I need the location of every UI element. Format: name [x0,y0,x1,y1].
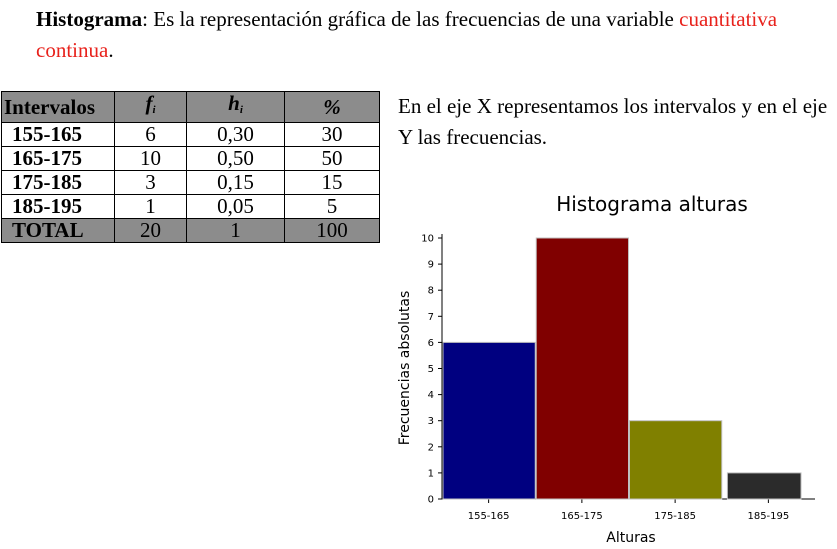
table-row: 175-185 3 0,15 15 [1,170,380,195]
y-tick-label: 9 [428,260,434,271]
histogram-bar [535,237,629,500]
table-row: 185-195 1 0,05 5 [1,194,380,219]
histogram-bar [726,472,802,500]
histogram-bar [629,420,723,500]
cell-hi: 0,05 [186,194,285,219]
cell-percent: 50 [284,146,380,171]
y-tick-label: 5 [428,364,434,375]
x-tick-label: 155-165 [468,511,510,522]
y-tick-label: 8 [428,286,434,297]
frequency-table: Intervalos fi hi % 155-165 6 0,30 30 165… [1,91,380,243]
cell-interval: 155-165 [1,122,115,147]
axis-explanation: En el eje X representamos los intervalos… [398,94,828,149]
cell-hi: 0,30 [186,122,285,147]
intro-highlight: cuantitativa continua [36,7,778,62]
chart-title: Histograma alturas [556,192,748,216]
total-fi: 20 [114,218,187,243]
table-total-row: TOTAL 20 1 100 [1,218,380,243]
cell-interval: 165-175 [1,146,115,171]
y-tick-label: 1 [428,468,434,479]
intro-term: Histograma [36,7,143,31]
cell-interval: 185-195 [1,194,115,219]
intro-paragraph: Histograma: Es la representación gráfica… [36,4,826,66]
x-tick-label: 165-175 [561,511,603,522]
intro-end: . [108,38,114,62]
table-row: 155-165 6 0,30 30 [1,122,380,147]
y-tick-label: 10 [421,234,434,245]
total-percent: 100 [284,218,380,243]
y-tick-label: 6 [428,338,434,349]
total-hi: 1 [186,218,285,243]
cell-percent: 30 [284,122,380,147]
cell-fi: 3 [114,170,187,195]
y-tick-label: 4 [428,390,434,401]
y-tick-label: 2 [428,442,434,453]
histogram-chart: Histograma alturas Frecuencias absolutas… [397,192,815,546]
cell-percent: 15 [284,170,380,195]
plot-area: 0 1 2 3 4 5 6 7 8 9 10 155-165 165-175 175-185 185-195 [421,234,815,522]
intro-text: : Es la representación gráfica de las fr… [142,7,680,31]
header-percent: % [284,91,380,123]
header-intervalos: Intervalos [1,91,115,123]
y-tick-label: 0 [428,495,434,506]
cell-fi: 10 [114,146,187,171]
y-axis-label: Frecuencias absolutas [397,291,413,446]
table-header-row: Intervalos fi hi % [1,91,380,123]
cell-hi: 0,15 [186,170,285,195]
header-hi: hi [186,91,285,123]
cell-interval: 175-185 [1,170,115,195]
x-tick-label: 175-185 [654,511,696,522]
histogram-bar [442,341,536,500]
cell-fi: 6 [114,122,187,147]
cell-percent: 5 [284,194,380,219]
x-axis-label: Alturas [606,530,655,546]
header-fi: fi [114,91,187,123]
x-tick-label: 185-195 [747,511,789,522]
cell-hi: 0,50 [186,146,285,171]
cell-fi: 1 [114,194,187,219]
y-tick-label: 3 [428,416,434,427]
y-tick-label: 7 [428,312,434,323]
total-label: TOTAL [1,218,115,243]
table-row: 165-175 10 0,50 50 [1,146,380,171]
